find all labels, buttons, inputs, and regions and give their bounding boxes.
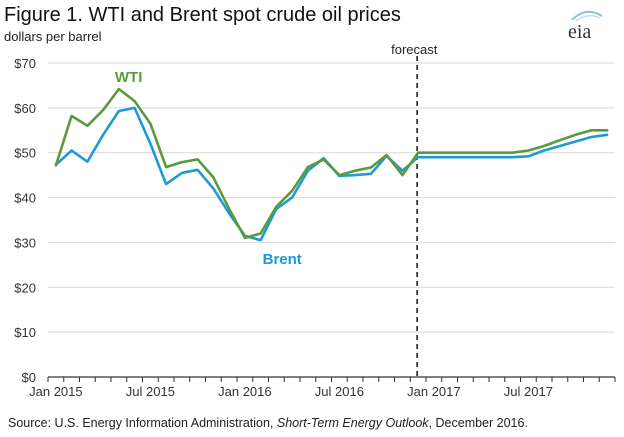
forecast-label: forecast [391,42,438,57]
x-tick-label: Jan 2017 [407,384,461,399]
x-tick-label: Jul 2016 [315,384,364,399]
x-tick-label: Jan 2016 [218,384,272,399]
x-tick-label: Jul 2017 [504,384,553,399]
y-tick-label: $60 [14,101,36,116]
series-lines [54,87,609,242]
source-note: Source: U.S. Energy Information Administ… [8,416,528,430]
y-axis: $0 $10 $20 $30 $40 $50 $60 $70 [14,56,36,385]
y-tick-label: $70 [14,56,36,71]
y-tick-label: $50 [14,146,36,161]
page-title: Figure 1. WTI and Brent spot crude oil p… [4,4,401,26]
y-tick-label: $10 [14,325,36,340]
series-labels: WTI Brent [115,69,302,268]
y-tick-label: $0 [22,370,36,385]
y-axis-unit-label: dollars per barrel [4,29,102,44]
series-line-brent [54,106,609,242]
eia-logo-icon: eia [568,10,603,40]
forecast-marker: forecast [391,42,438,377]
series-label-brent: Brent [263,251,302,268]
x-axis-labels: Jan 2015 Jul 2015 Jan 2016 Jul 2016 Jan 2017… [29,384,553,399]
grid-lines [48,62,615,333]
source-publication: Short-Term Energy Outlook [276,416,429,430]
series-label-wti: WTI [115,69,143,86]
x-tick-label: Jan 2015 [29,384,83,399]
y-tick-label: $40 [14,191,36,206]
y-tick-label: $30 [14,235,36,250]
y-tick-label: $20 [14,280,36,295]
x-axis [47,376,616,382]
logo-text: eia [568,21,591,40]
x-tick-label: Jul 2015 [126,384,175,399]
series-line-wti [54,87,609,240]
